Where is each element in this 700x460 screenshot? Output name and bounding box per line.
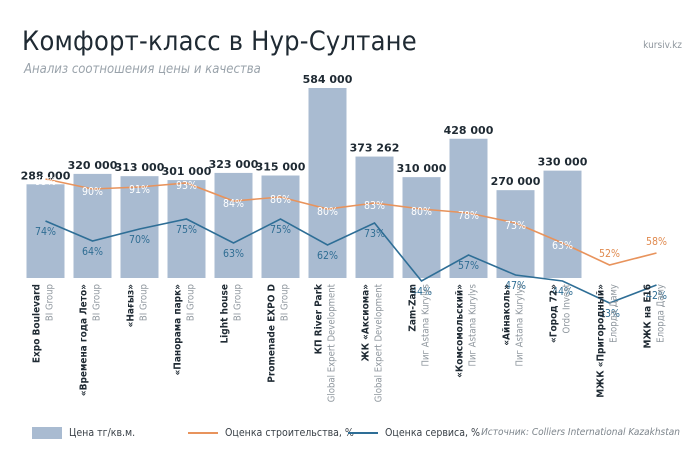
- price-bar: [214, 172, 253, 278]
- construction-value-label: 80%: [317, 206, 338, 218]
- construction-value-label: 93%: [176, 180, 197, 192]
- price-label: 428 000: [444, 124, 494, 137]
- category-developer-label: Елорда Даму: [656, 284, 667, 343]
- service-value-label: 47%: [505, 280, 526, 292]
- category-name-label: КП River Park: [314, 283, 325, 354]
- service-value-label: 75%: [270, 224, 291, 236]
- category-developer-label: BI Group: [92, 284, 103, 321]
- price-bar: [26, 184, 65, 278]
- construction-line: [45, 178, 657, 266]
- legend-item-service: Оценка сервиса, %: [348, 427, 480, 439]
- category-name-label: Zam-Zam: [408, 284, 419, 332]
- chart-subtitle: Анализ соотношения цены и качества: [24, 62, 261, 77]
- legend-swatch-construction: [188, 432, 218, 434]
- price-label: 288 000: [21, 169, 71, 182]
- price-bar: [73, 173, 112, 278]
- price-label: 320 000: [68, 159, 118, 172]
- service-value-label: 74%: [35, 226, 56, 238]
- category-developer-label: Пиг Astana Kurylys: [421, 283, 432, 366]
- service-value-label: 73%: [364, 228, 385, 240]
- service-value-label: 63%: [223, 248, 244, 260]
- service-value-label: 44%: [411, 286, 432, 298]
- category-name-label: Promenade EXPO D: [267, 284, 278, 383]
- category-name-label: «Город 72»: [549, 284, 560, 343]
- price-label: 313 000: [115, 161, 165, 174]
- price-label: 301 000: [162, 165, 212, 178]
- category-name-label: МЖК «Пригородный»: [596, 284, 607, 398]
- category-name-label: «Айнаколь»: [502, 284, 513, 346]
- price-bar: [496, 190, 535, 278]
- category-developer-label: BI Group: [280, 284, 291, 321]
- category-name-label: «Комсомольский»: [455, 284, 466, 378]
- construction-value-label: 90%: [82, 186, 103, 198]
- construction-value-label: 80%: [411, 206, 432, 218]
- category-name-label: Light house: [220, 284, 231, 344]
- legend-swatch-service: [348, 432, 378, 434]
- chart-title: Комфорт-класс в Нур-Султане: [22, 26, 417, 57]
- construction-value-label: 84%: [223, 198, 244, 210]
- price-bar: [449, 138, 488, 278]
- category-name-label: «Нағыз»: [126, 284, 137, 328]
- service-value-label: 33%: [599, 308, 620, 320]
- price-bar: [543, 170, 582, 278]
- category-name-label: «Панорама парк»: [173, 284, 184, 376]
- service-value-label: 75%: [176, 224, 197, 236]
- price-label: 323 000: [209, 158, 259, 171]
- construction-value-label: 83%: [364, 200, 385, 212]
- category-name-label: МЖК на Е16: [643, 284, 654, 349]
- legend-item-price: Цена тг/кв.м.: [32, 427, 135, 439]
- price-bar: [308, 88, 347, 278]
- category-developer-label: Ordo Invest: [562, 283, 573, 333]
- category-developer-label: BI Group: [139, 284, 150, 321]
- service-value-label: 44%: [552, 286, 573, 298]
- construction-value-label: 91%: [129, 184, 150, 196]
- construction-value-label: 73%: [505, 220, 526, 232]
- category-name-label: «Времена года Лето»: [79, 284, 90, 396]
- category-name-label: Expo Boulevard: [32, 284, 43, 363]
- legend-label-price: Цена тг/кв.м.: [69, 427, 136, 439]
- construction-value-label: 63%: [552, 240, 573, 252]
- price-bar: [402, 177, 441, 278]
- construction-value-label: 78%: [458, 210, 479, 222]
- service-value-label: 57%: [458, 260, 479, 272]
- construction-value-label: 86%: [270, 194, 291, 206]
- price-label: 330 000: [538, 156, 588, 169]
- legend-label-construction: Оценка строительства, %: [225, 427, 354, 439]
- category-developer-label: Пиг Astana Kurylys: [515, 283, 526, 366]
- service-line: [45, 218, 657, 304]
- category-developer-label: Елорда Даму: [609, 284, 620, 343]
- price-label: 310 000: [397, 162, 447, 175]
- category-developer-label: Global Expert Development: [327, 283, 338, 402]
- construction-value-label: 58%: [646, 236, 667, 248]
- category-developer-label: BI Group: [233, 284, 244, 321]
- service-value-label: 70%: [129, 234, 150, 246]
- price-label: 270 000: [491, 175, 541, 188]
- category-developer-label: Пиг Astana Kurylys: [468, 283, 479, 366]
- legend-swatch-price: [32, 427, 62, 439]
- service-value-label: 42%: [646, 290, 667, 302]
- price-label: 315 000: [256, 161, 306, 174]
- category-name-label: ЖК «Аксиома»: [361, 284, 372, 362]
- source-note: Источник: Colliers International Kazakhs…: [481, 427, 680, 438]
- construction-value-label: 52%: [599, 248, 620, 260]
- legend: Цена тг/кв.м. Оценка строительства, % Оц…: [0, 427, 700, 447]
- category-developer-label: Global Expert Development: [374, 283, 385, 402]
- category-developer-label: BI Group: [186, 284, 197, 321]
- legend-label-service: Оценка сервиса, %: [385, 427, 481, 439]
- price-bar: [167, 180, 206, 278]
- category-developer-label: BI Group: [45, 284, 56, 321]
- construction-value-label: 95%: [35, 176, 56, 188]
- service-value-label: 64%: [82, 246, 103, 258]
- legend-item-construction: Оценка строительства, %: [188, 427, 354, 439]
- price-label: 373 262: [350, 142, 400, 155]
- price-bar: [355, 156, 394, 278]
- service-value-label: 62%: [317, 250, 338, 262]
- price-label: 584 000: [303, 73, 353, 86]
- site-label: kursiv.kz: [643, 40, 682, 51]
